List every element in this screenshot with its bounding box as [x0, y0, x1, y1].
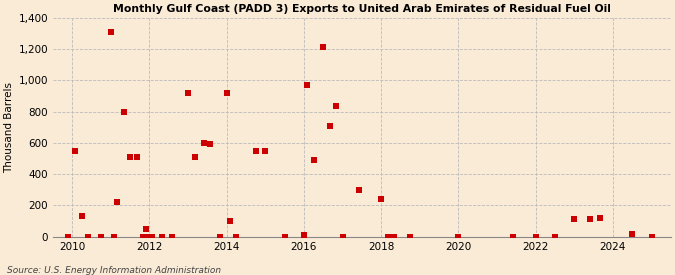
- Point: [531, 235, 541, 239]
- Point: [325, 123, 335, 128]
- Point: [221, 90, 232, 95]
- Point: [183, 90, 194, 95]
- Title: Monthly Gulf Coast (PADD 3) Exports to United Arab Emirates of Residual Fuel Oil: Monthly Gulf Coast (PADD 3) Exports to U…: [113, 4, 611, 14]
- Point: [646, 235, 657, 239]
- Point: [337, 235, 348, 239]
- Point: [189, 155, 200, 159]
- Point: [105, 30, 116, 34]
- Point: [382, 235, 393, 239]
- Point: [112, 200, 123, 205]
- Point: [549, 235, 560, 239]
- Point: [118, 109, 129, 114]
- Point: [231, 235, 242, 239]
- Point: [96, 235, 107, 239]
- Point: [141, 227, 152, 231]
- Point: [63, 235, 74, 239]
- Point: [302, 83, 313, 87]
- Point: [279, 235, 290, 239]
- Point: [199, 141, 210, 145]
- Point: [215, 235, 225, 239]
- Point: [508, 235, 518, 239]
- Point: [157, 235, 167, 239]
- Point: [125, 155, 136, 159]
- Point: [569, 216, 580, 221]
- Point: [627, 231, 638, 236]
- Point: [131, 155, 142, 159]
- Text: Source: U.S. Energy Information Administration: Source: U.S. Energy Information Administ…: [7, 266, 221, 275]
- Point: [308, 158, 319, 162]
- Point: [70, 148, 80, 153]
- Point: [250, 148, 261, 153]
- Point: [453, 235, 464, 239]
- Point: [353, 188, 364, 192]
- Point: [83, 235, 94, 239]
- Point: [405, 235, 416, 239]
- Point: [585, 216, 596, 221]
- Point: [376, 197, 387, 201]
- Point: [389, 235, 400, 239]
- Point: [318, 45, 329, 50]
- Point: [205, 142, 216, 147]
- Point: [595, 216, 605, 220]
- Point: [144, 235, 155, 239]
- Point: [260, 149, 271, 154]
- Point: [224, 219, 235, 223]
- Point: [109, 235, 119, 239]
- Point: [76, 214, 87, 219]
- Point: [147, 235, 158, 239]
- Point: [138, 235, 148, 239]
- Point: [298, 233, 309, 237]
- Point: [331, 104, 342, 108]
- Point: [166, 235, 177, 239]
- Y-axis label: Thousand Barrels: Thousand Barrels: [4, 82, 14, 173]
